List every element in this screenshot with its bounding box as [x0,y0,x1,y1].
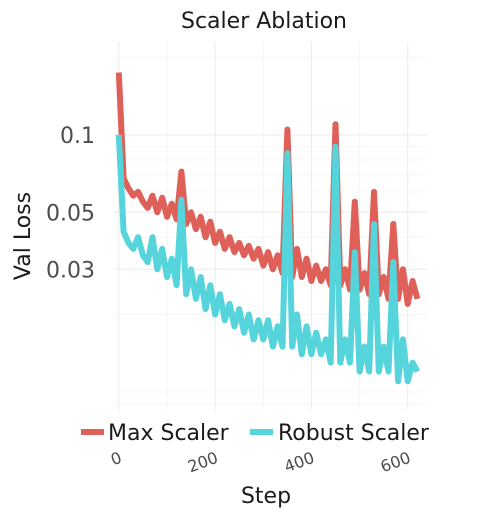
chart-title: Scaler Ablation [181,9,347,34]
legend: Max Scaler Robust Scaler [81,421,430,446]
legend-label-max-scaler: Max Scaler [108,421,230,446]
x-tick-label: 200 [185,448,220,476]
x-tick-label: 0 [108,448,124,469]
series-line-max-scaler [115,72,421,307]
y-tick-labels: 0.03 0.05 0.1 [46,124,95,283]
legend-label-robust-scaler: Robust Scaler [278,421,430,446]
x-tick-labels: 0 200 400 600 [108,448,413,476]
y-tick-label: 0.05 [46,201,95,226]
x-axis-title: Step [241,484,291,509]
y-axis-title: Val Loss [11,192,36,280]
x-tick-label: 600 [378,448,413,476]
y-tick-label: 0.03 [46,258,95,283]
y-tick-label: 0.1 [60,124,95,149]
x-tick-label: 400 [282,448,317,476]
series-line-robust-scaler [115,134,421,385]
series-layer [115,72,421,385]
